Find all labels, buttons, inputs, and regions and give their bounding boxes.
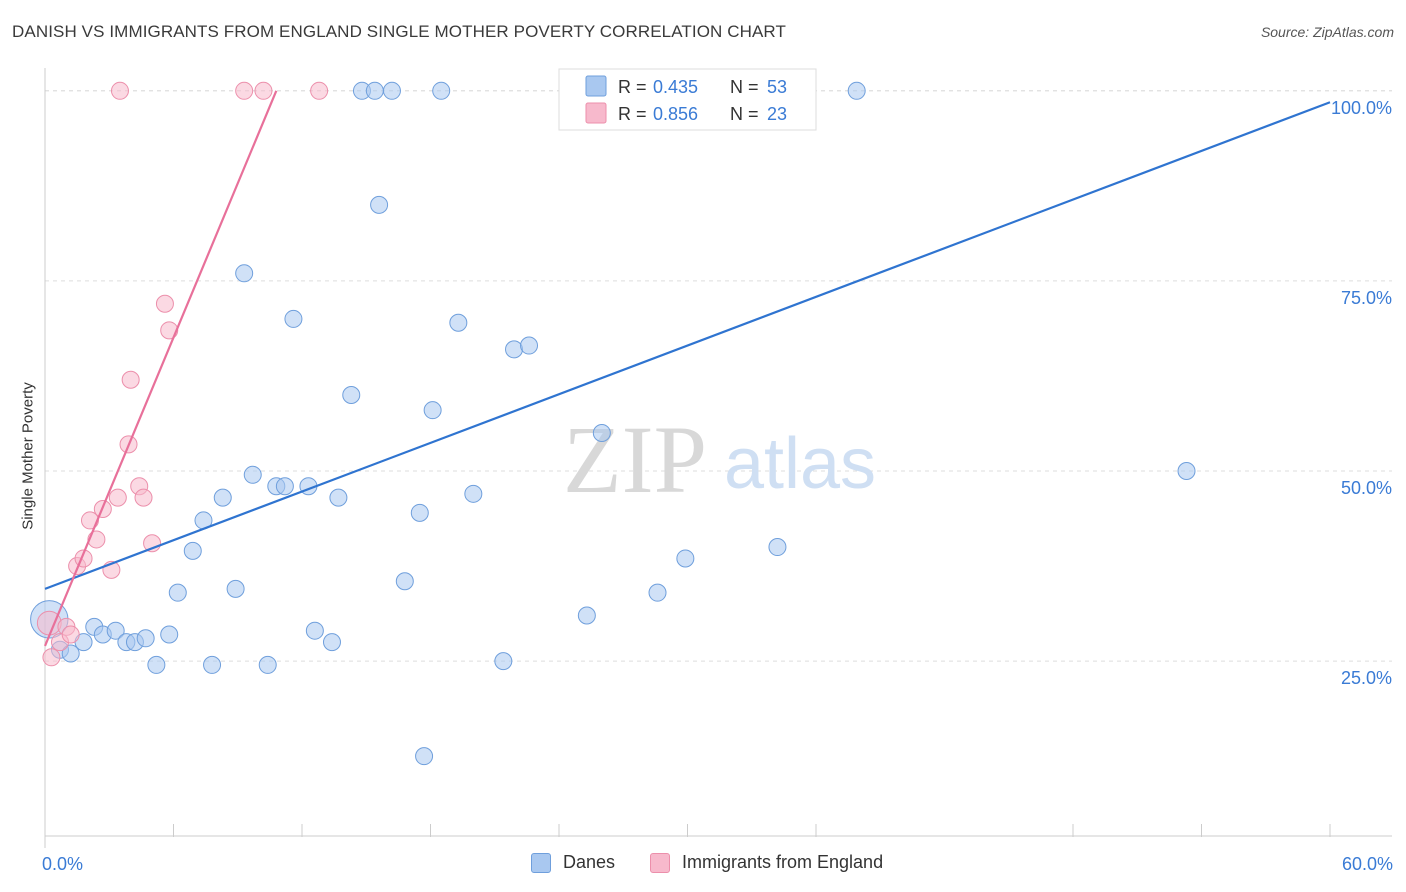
legend-r-label-danes: R = — [618, 77, 647, 97]
grid-layer — [45, 90, 1392, 662]
point-danes — [243, 465, 262, 484]
axis-layer: 25.0% 50.0% 75.0% 100.0% 0.0% 60.0% — [42, 68, 1393, 874]
point-danes — [258, 655, 277, 674]
legend-r-label-england: R = — [618, 104, 647, 124]
point-danes — [213, 488, 232, 507]
point-england — [134, 488, 153, 507]
point-danes — [464, 484, 483, 503]
legend-r-value-england: 0.856 — [653, 104, 698, 124]
trend-line-danes — [44, 101, 1331, 590]
legend-bottom-swatch-danes — [531, 852, 551, 873]
legend-item-england: Immigrants from England — [650, 852, 883, 873]
legend-top: R = 0.435 N = 53 R = 0.856 N = 23 — [558, 68, 817, 131]
legend-bottom-label-england: Immigrants from England — [682, 852, 884, 872]
point-danes — [342, 385, 361, 404]
point-danes — [136, 629, 155, 648]
point-danes — [203, 655, 222, 674]
y-tick-label: 50.0% — [1341, 478, 1392, 498]
point-england — [310, 81, 329, 100]
point-danes — [183, 541, 202, 560]
trend-line-england — [43, 90, 278, 647]
point-danes — [423, 401, 442, 420]
legend-item-danes: Danes — [531, 852, 615, 873]
point-danes — [284, 309, 303, 328]
legend-n-value-danes: 53 — [767, 77, 787, 97]
point-danes — [365, 81, 384, 100]
point-danes — [520, 336, 539, 355]
point-danes — [305, 621, 324, 640]
point-england — [121, 370, 140, 389]
point-danes — [432, 81, 451, 100]
watermark-atlas: atlas — [724, 424, 876, 504]
point-danes — [415, 747, 434, 766]
point-danes — [61, 644, 80, 663]
y-tick-label: 25.0% — [1341, 668, 1392, 688]
point-danes — [322, 633, 341, 652]
point-danes — [592, 423, 611, 442]
y-tick-label: 75.0% — [1341, 288, 1392, 308]
point-danes — [648, 583, 667, 602]
chart-title: DANISH VS IMMIGRANTS FROM ENGLAND SINGLE… — [12, 22, 786, 41]
point-danes — [494, 652, 513, 671]
legend-n-label-england: N = — [730, 104, 759, 124]
legend-bottom-swatch-england — [650, 852, 670, 873]
point-england — [80, 511, 99, 530]
point-danes — [160, 625, 179, 644]
point-danes — [370, 195, 389, 214]
point-danes — [577, 606, 596, 625]
point-danes — [235, 264, 254, 283]
x-tick-label: 0.0% — [42, 854, 83, 874]
source-label: Source: ZipAtlas.com — [1260, 24, 1394, 40]
points-layer — [30, 81, 1196, 766]
y-tick-label: 100.0% — [1331, 98, 1392, 118]
point-england — [110, 81, 129, 100]
point-danes — [449, 313, 468, 332]
legend-r-value-danes: 0.435 — [653, 77, 698, 97]
legend-n-value-england: 23 — [767, 104, 787, 124]
legend-n-label-danes: N = — [730, 77, 759, 97]
point-danes — [1177, 462, 1196, 481]
point-danes — [168, 583, 187, 602]
point-england — [108, 488, 127, 507]
watermark: ZIP atlas — [563, 406, 876, 513]
point-danes — [847, 81, 866, 100]
point-danes — [505, 340, 524, 359]
legend-swatch-england — [585, 102, 607, 124]
point-danes — [410, 503, 429, 522]
legend-bottom: Danes Immigrants from England — [0, 852, 1406, 876]
point-england — [61, 625, 80, 644]
point-danes — [147, 655, 166, 674]
point-danes — [226, 579, 245, 598]
watermark-zip: ZIP — [563, 406, 707, 513]
point-danes — [329, 488, 348, 507]
legend-swatch-danes — [585, 75, 607, 97]
y-axis-title: Single Mother Poverty — [19, 382, 37, 530]
point-danes — [275, 477, 294, 496]
trend-layer — [43, 90, 1331, 647]
point-danes — [382, 81, 401, 100]
point-england — [160, 321, 179, 340]
point-england — [254, 81, 273, 100]
point-england — [235, 81, 254, 100]
point-danes — [768, 538, 787, 557]
legend-bottom-label-danes: Danes — [563, 852, 616, 872]
point-england — [155, 294, 174, 313]
point-england — [42, 648, 61, 667]
point-danes — [676, 549, 695, 568]
point-danes — [395, 572, 414, 591]
point-danes — [106, 621, 125, 640]
x-tick-label: 60.0% — [1342, 854, 1393, 874]
